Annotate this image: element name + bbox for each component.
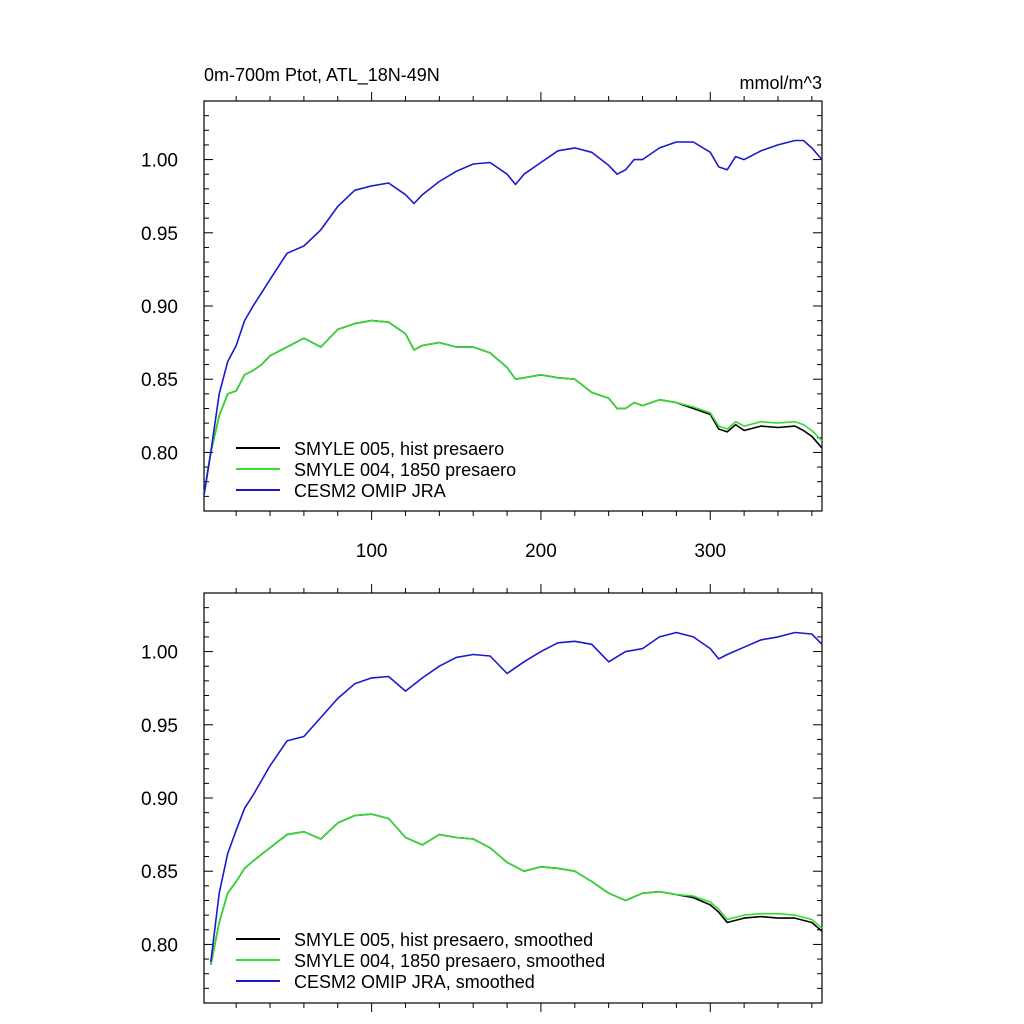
- axis-ticks: [204, 92, 822, 520]
- legend-label: SMYLE 005, hist presaero, smoothed: [294, 930, 593, 950]
- y-tick-label: 1.00: [141, 151, 178, 172]
- y-tick-label: 0.80: [141, 935, 178, 956]
- units-label: mmol/m^3: [740, 73, 822, 93]
- axis-ticks: [204, 584, 822, 1012]
- y-tick-label: 1.00: [141, 643, 178, 664]
- legend-label: SMYLE 004, 1850 presaero: [294, 460, 516, 480]
- series-line-2: [210, 813, 823, 966]
- y-tick-label: 0.85: [141, 370, 178, 391]
- legend-label: CESM2 OMIP JRA: [294, 481, 446, 501]
- x-tick-label: 300: [694, 541, 726, 562]
- series-line-2: [203, 319, 823, 496]
- legend-label: CESM2 OMIP JRA, smoothed: [294, 972, 535, 992]
- y-tick-label: 0.80: [141, 443, 178, 464]
- y-tick-label: 0.95: [141, 716, 178, 737]
- y-tick-label: 0.95: [141, 224, 178, 245]
- y-tick-label: 0.90: [141, 297, 178, 318]
- x-tick-label: 100: [356, 541, 388, 562]
- series-line-3: [203, 139, 823, 496]
- legend-label: SMYLE 004, 1850 presaero, smoothed: [294, 951, 605, 971]
- y-tick-label: 0.85: [141, 862, 178, 883]
- x-tick-label: 200: [525, 541, 557, 562]
- y-tick-label: 0.90: [141, 789, 178, 810]
- chart-title: 0m-700m Ptot, ATL_18N-49N: [204, 65, 440, 86]
- series-line-3: [210, 631, 823, 963]
- legend-label: SMYLE 005, hist presaero: [294, 439, 504, 459]
- chart-panel-1: 0.80 0.85 0.90 0.95 1.00 100 200 300 0m-700m Pto…: [141, 65, 823, 562]
- legend: SMYLE 005, hist presaero, smoothedSMYLE …: [236, 930, 605, 992]
- chart-panel-2: 0.80 0.85 0.90 0.95 1.00 SMYLE 005, hist pres…: [141, 584, 823, 1012]
